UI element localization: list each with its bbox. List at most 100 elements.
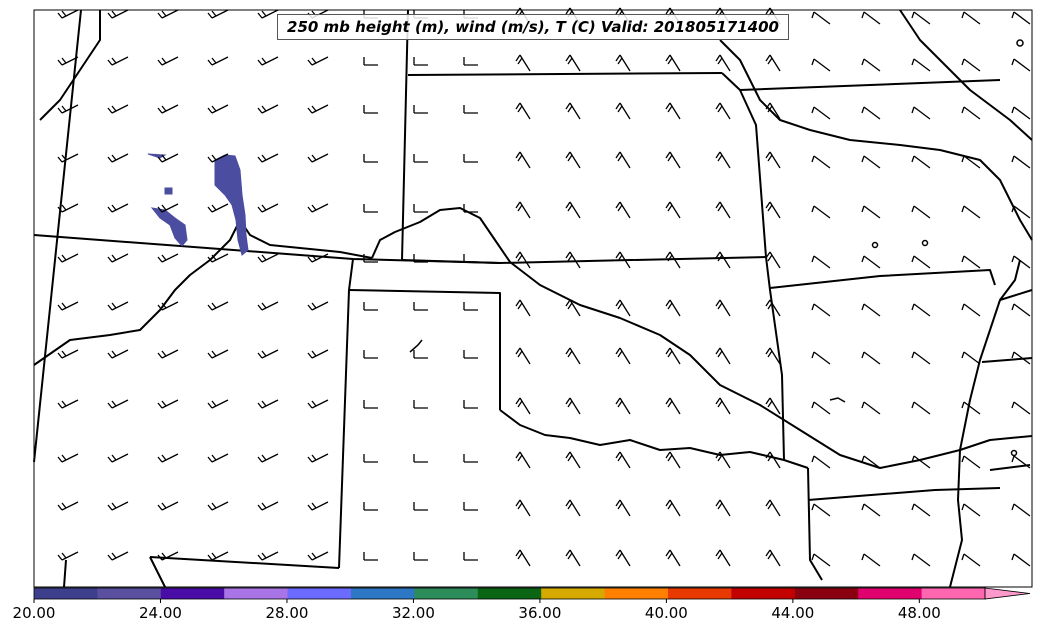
wind-barb xyxy=(157,551,179,561)
wind-barb xyxy=(811,553,831,567)
wind-barb xyxy=(665,251,681,269)
wind-barb xyxy=(765,201,781,219)
wind-barb xyxy=(515,549,531,567)
missouri-river xyxy=(719,39,1033,241)
wind-barb xyxy=(157,399,179,409)
wind-barb xyxy=(363,57,378,66)
wind-barb xyxy=(765,299,781,317)
wind-barb xyxy=(515,151,531,169)
wind-barb xyxy=(413,204,428,213)
wind-barb xyxy=(363,254,378,263)
wind-barb xyxy=(463,302,478,311)
wind-barb xyxy=(207,349,229,359)
wind-barb xyxy=(157,56,179,66)
wind-barb xyxy=(911,106,931,120)
wind-barb xyxy=(615,54,631,72)
wind-barb xyxy=(811,205,831,219)
wind-barb xyxy=(861,58,881,72)
wind-barb xyxy=(207,453,229,463)
wind-barb xyxy=(307,301,329,311)
wind-barb xyxy=(157,203,179,213)
wind-barb xyxy=(207,9,229,19)
wind-barb xyxy=(363,302,378,311)
wind-barb xyxy=(911,205,931,219)
wind-barb xyxy=(57,203,79,213)
nm-sw xyxy=(63,559,67,588)
wind-barb xyxy=(861,455,881,469)
wind-barb xyxy=(911,553,931,567)
wind-barb xyxy=(57,349,79,359)
wind-barb xyxy=(765,102,781,120)
wind-barb xyxy=(413,254,428,263)
wind-barb xyxy=(715,251,731,269)
wind-barb xyxy=(363,204,378,213)
wind-barb xyxy=(665,299,681,317)
wind-barb xyxy=(157,453,179,463)
ne-south-border xyxy=(401,256,767,264)
wind-barb xyxy=(463,552,478,561)
wind-barb xyxy=(665,102,681,120)
wind-barb xyxy=(811,503,831,517)
wind-barb xyxy=(257,551,279,561)
wind-barb xyxy=(363,400,378,409)
lakes xyxy=(409,39,1024,457)
wind-barb xyxy=(665,451,681,469)
colorbar-tick-label: 32.00 xyxy=(391,604,435,622)
wind-barb xyxy=(811,303,831,317)
wind-barb xyxy=(861,11,881,25)
nm-south-border xyxy=(149,556,340,569)
wind-barb xyxy=(961,155,981,169)
wind-barb xyxy=(463,454,478,463)
wind-barb xyxy=(615,299,631,317)
wind-barb xyxy=(515,299,531,317)
wind-barb xyxy=(57,104,79,114)
wind-barb xyxy=(861,106,881,120)
wind-barb xyxy=(207,301,229,311)
wind-barb xyxy=(307,349,329,359)
ar-la-border xyxy=(807,487,1001,501)
wind-barb xyxy=(413,302,428,311)
colorbar-segment xyxy=(351,588,415,599)
wind-barb xyxy=(961,106,981,120)
wind-barb xyxy=(911,455,931,469)
wind-barb xyxy=(911,503,931,517)
wind-barb xyxy=(107,453,129,463)
colorbar xyxy=(33,587,1031,603)
colorbar-tick-label: 40.00 xyxy=(644,604,688,622)
wind-barb xyxy=(961,553,981,567)
wind-barb xyxy=(57,153,79,163)
wind-barb xyxy=(57,253,79,263)
wind-barb xyxy=(1011,303,1031,317)
colorbar-tick-label: 28.00 xyxy=(265,604,309,622)
wind-barb xyxy=(861,351,881,365)
wind-barb xyxy=(463,502,478,511)
wind-barb xyxy=(715,299,731,317)
wind-barb xyxy=(565,451,581,469)
wind-barb xyxy=(911,11,931,25)
wind-barb xyxy=(565,54,581,72)
wind-barb xyxy=(961,503,981,517)
wind-barb xyxy=(911,303,931,317)
colorbar-segment xyxy=(858,588,923,599)
wind-barb xyxy=(765,397,781,415)
wind-barb xyxy=(515,201,531,219)
wind-barb xyxy=(565,549,581,567)
colorbar-tick-label: 36.00 xyxy=(518,604,562,622)
wind-barb xyxy=(565,299,581,317)
wind-barb xyxy=(765,347,781,365)
ne-north-border xyxy=(407,72,723,76)
wind-barb xyxy=(413,502,428,511)
wind-barb xyxy=(1011,553,1031,567)
wind-barb xyxy=(861,155,881,169)
wind-barb xyxy=(715,54,731,72)
wind-barb xyxy=(463,254,478,263)
colorbar-tick-label: 24.00 xyxy=(138,604,182,622)
wind-barb xyxy=(57,301,79,311)
colorbar-segment xyxy=(287,588,352,599)
wind-barb xyxy=(107,301,129,311)
wind-barb xyxy=(207,551,229,561)
wind-barb xyxy=(861,503,881,517)
wind-barb xyxy=(665,397,681,415)
wind-barb xyxy=(615,499,631,517)
wind-barb xyxy=(257,153,279,163)
